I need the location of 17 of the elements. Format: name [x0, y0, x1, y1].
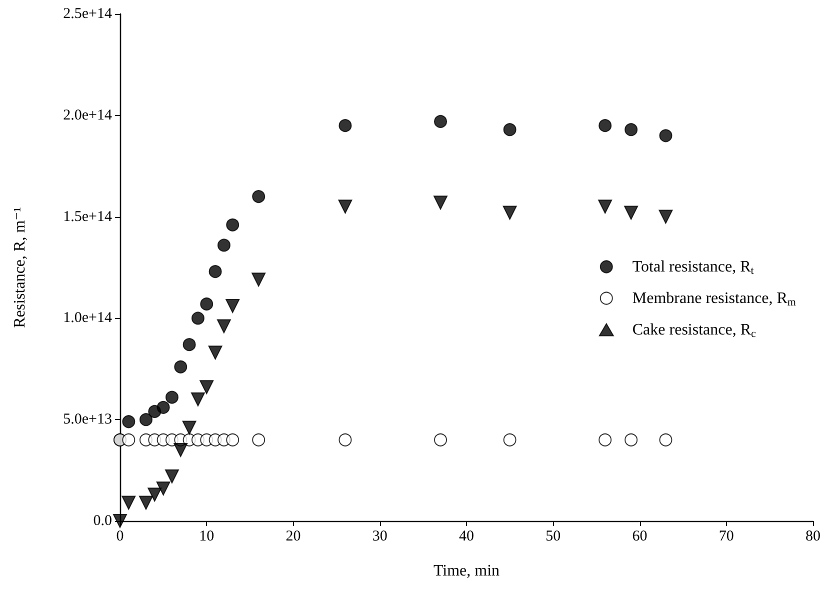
x-axis-title: Time, min [433, 562, 500, 580]
x-tick-label: 0 [116, 528, 124, 544]
y-axis-title: Resistance, R, m⁻¹ [12, 206, 28, 328]
x-tick-label: 30 [372, 528, 388, 544]
y-tick-label: 2.5e+14 [63, 6, 112, 22]
y-tick-label: 2.0e+14 [63, 107, 112, 124]
x-tick-label: 70 [718, 528, 734, 544]
y-tick-label: 0.0 [93, 513, 112, 529]
x-tick-label: 50 [546, 528, 561, 544]
x-tick-label: 80 [806, 528, 820, 544]
x-tick-label: 10 [199, 528, 214, 544]
x-tick-label: 60 [632, 528, 648, 544]
x-tick-label: 40 [459, 528, 474, 544]
y-tick-label: 1.0e+14 [63, 310, 112, 326]
y-tick-label: 5.0e+13 [63, 412, 112, 428]
y-tick-label: 1.5e+14 [63, 208, 112, 225]
x-tick-label: 20 [286, 528, 301, 544]
